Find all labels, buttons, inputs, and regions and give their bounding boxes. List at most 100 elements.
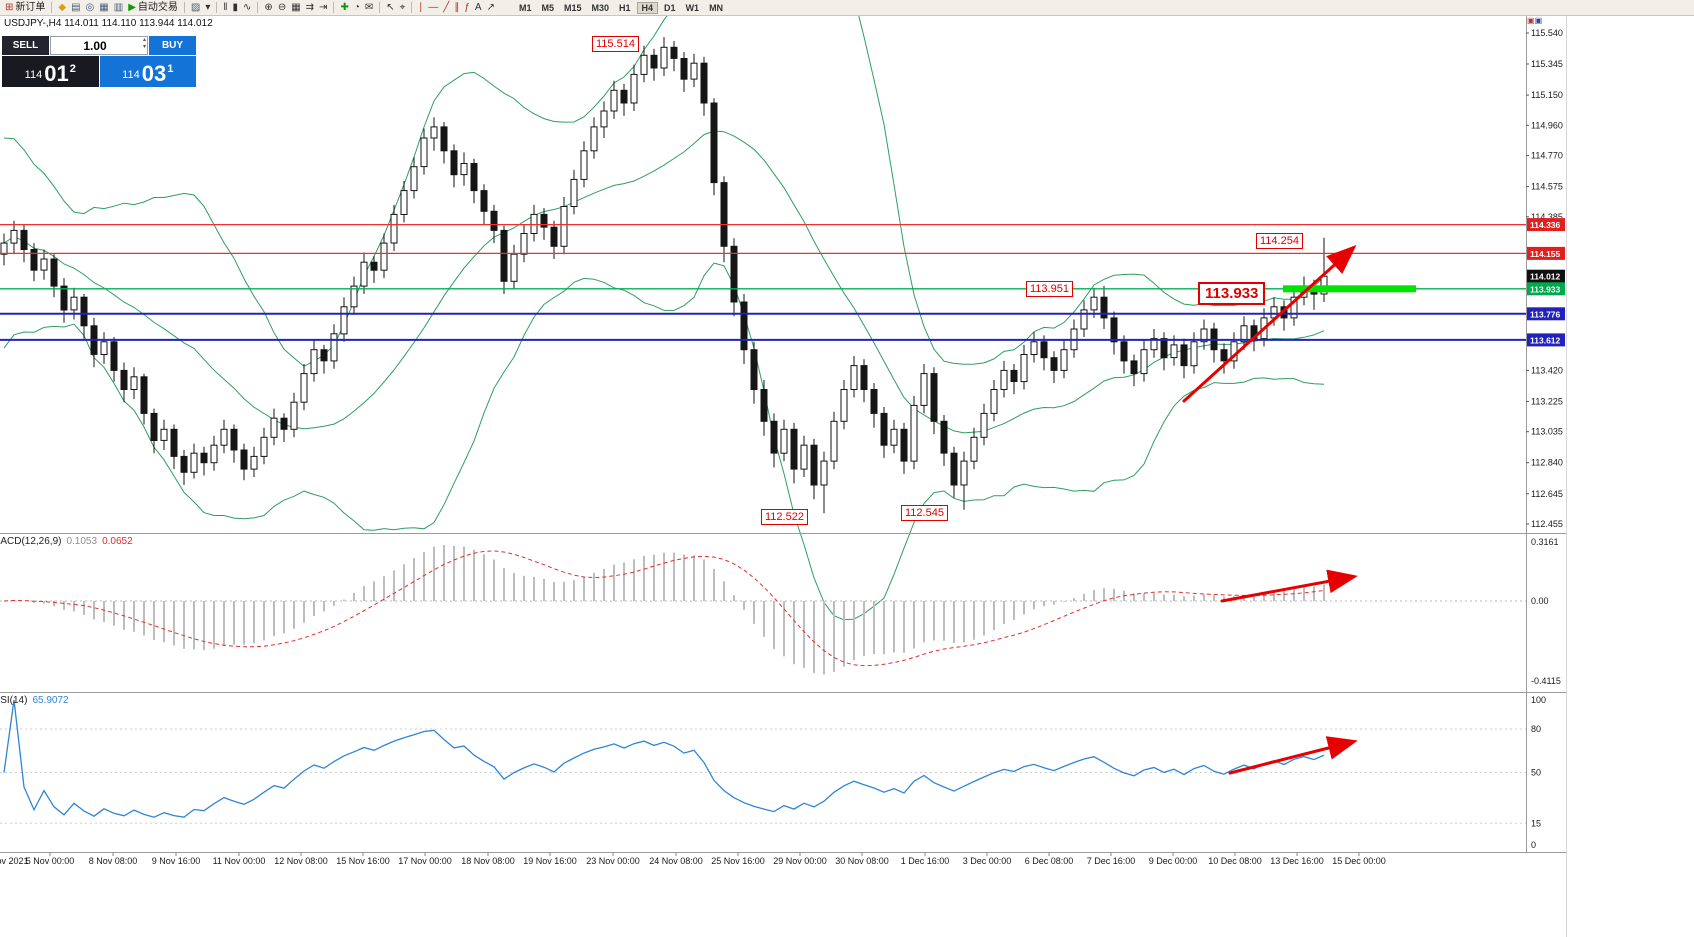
chart-shift-icon: ⇥ [319,1,328,13]
trend-arrows[interactable] [1182,244,1358,775]
axis-marker-114.012 [1527,269,1565,283]
horizontal-line-tool-button[interactable]: ― [426,1,440,15]
crosshair-tool-button[interactable]: ⌖ [398,1,408,15]
trend-arrow-3[interactable] [1228,736,1358,775]
price-label-low2[interactable]: 112.545 [901,505,948,521]
rsi-value: 65.9072 [32,695,69,706]
new-chart-button[interactable]: ▨ [189,1,202,15]
price-label-resistance[interactable]: 113.951 [1026,281,1073,297]
svg-text:13 Dec 16:00: 13 Dec 16:00 [1270,856,1324,866]
window-restore-icon[interactable]: ▣ [1527,16,1535,25]
chart-window-controls[interactable]: ▣▣ [1527,16,1542,25]
autotrading-button[interactable]: ▶ 自动交易 [126,1,180,15]
sell-price-button[interactable]: 114 01 2 [2,56,99,87]
svg-text:1 Dec 16:00: 1 Dec 16:00 [901,856,950,866]
chart-shift-button[interactable]: ⇥ [317,1,329,15]
svg-text:113.933: 113.933 [1530,284,1561,294]
tile-windows-icon: ▦ [291,1,301,13]
trend-arrow-2[interactable] [1220,569,1358,603]
volume-arrows[interactable]: ▴ ▾ [143,37,146,51]
timeframe-d1[interactable]: D1 [664,2,676,13]
macd-panel: 0.3161 0.00 -0.4115 [0,537,1561,686]
trendline-tool-button[interactable]: ╱ [441,1,451,15]
toolbar-separator [379,2,381,13]
timeframe-m30[interactable]: M30 [591,2,610,13]
macd-name: MACD(12,26,9) [0,536,62,547]
toolbar-separator [333,2,335,13]
trend-arrow-1[interactable] [1182,244,1357,403]
volume-input[interactable] [51,37,147,54]
buy-button[interactable]: BUY [149,36,196,55]
toolbar-separator [51,2,53,13]
navigator-button[interactable]: ◎ [84,1,97,15]
market-watch-button[interactable]: ◆ [56,1,68,15]
timeframe-m1[interactable]: M1 [518,2,532,13]
candlestick-mode-button[interactable]: ▮ [231,1,241,15]
svg-text:19 Nov 16:00: 19 Nov 16:00 [523,856,577,866]
svg-text:25 Nov 16:00: 25 Nov 16:00 [711,856,765,866]
indicators-button[interactable]: ✚ [338,1,350,15]
svg-text:0: 0 [1531,840,1536,850]
volume-down-icon[interactable]: ▾ [142,44,146,50]
svg-text:50: 50 [1531,768,1541,778]
channel-tool-icon: ∥ [454,1,460,13]
periods-button[interactable]: ◔ [352,1,362,15]
horizontal-level-lines[interactable] [0,223,1526,341]
bar-chart-mode-button[interactable]: ‖ [221,1,229,15]
price-label-target[interactable]: 114.254 [1256,233,1303,249]
window-menu-icon[interactable]: ▣ [1534,16,1543,25]
zoom-in-button[interactable]: ⊕ [262,1,274,15]
price-label-key-level[interactable]: 113.933 [1198,282,1266,305]
vertical-line-tool-button[interactable]: ∣ [416,1,425,15]
text-tool-button[interactable]: A [473,1,484,15]
buy-price-button[interactable]: 114 03 1 [99,56,196,87]
svg-text:17 Nov 00:00: 17 Nov 00:00 [398,856,452,866]
crosshair-tool-icon: ⌖ [399,1,406,13]
timeframe-m15[interactable]: M15 [563,2,582,13]
price-label-low1[interactable]: 112.522 [761,509,808,525]
price-axis[interactable]: 115.540 115.345 115.150 114.960 114.770 114.5… [1526,28,1565,529]
timeframe-m5[interactable]: M5 [541,2,554,13]
macd-label: MACD(12,26,9) 0.1053 0.0652 [0,536,133,547]
bid-pip-digit: 2 [69,63,76,75]
zoom-out-button[interactable]: ⊖ [276,1,288,15]
timeframe-h4[interactable]: H4 [636,1,659,14]
tile-windows-button[interactable]: ▦ [289,1,302,15]
ask-pip-digit: 1 [167,63,174,75]
svg-text:3 Dec 00:00: 3 Dec 00:00 [963,856,1012,866]
timeframe-w1[interactable]: W1 [685,2,700,13]
svg-text:112.455: 112.455 [1531,519,1563,529]
timeframe-mn[interactable]: MN [709,2,724,13]
new-order-button-label: 新订单 [15,1,46,13]
cursor-tool-button[interactable]: ↖ [384,1,396,15]
cursor-tool-icon: ↖ [386,1,395,13]
key-level-highlight[interactable] [1283,285,1416,293]
svg-text:15 Nov 16:00: 15 Nov 16:00 [336,856,390,866]
svg-text:113.612: 113.612 [1530,335,1561,345]
toolbar: ⊞ 新订单 ◆ ▤ ◎ ▦ ▥ ▶ 自动交易 ▨ ▾ ‖ ▮ ∿ ⊕ ⊖ ▦ ⇉ ⇥ ✚ ◔ ✉ ↖ ⌖ ∣ ― ╱ ∥ ƒ A ↗ M1 M5… [0,0,1694,16]
volume-up-icon[interactable]: ▴ [142,37,146,43]
volume-stepper[interactable]: ▴▾ [50,36,148,55]
timeframe-h1[interactable]: H1 [619,2,631,13]
rsi-label: RSI(14) 65.9072 [0,695,69,706]
auto-scroll-button[interactable]: ⇉ [304,1,316,15]
svg-text:9 Dec 00:00: 9 Dec 00:00 [1149,856,1198,866]
profiles-button[interactable]: ▾ [203,1,212,15]
svg-text:7 Dec 16:00: 7 Dec 16:00 [1087,856,1136,866]
price-label-high[interactable]: 115.514 [592,36,639,52]
terminal-button[interactable]: ▦ [97,1,110,15]
templates-button[interactable]: ✉ [363,1,375,15]
arrows-tool-button[interactable]: ↗ [485,1,497,15]
line-chart-mode-button[interactable]: ∿ [241,1,253,15]
strategy-tester-button[interactable]: ▥ [112,1,125,15]
new-order-button[interactable]: ⊞ 新订单 [3,1,47,15]
strategy-tester-icon: ▥ [113,1,124,13]
channel-tool-button[interactable]: ∥ [452,1,461,15]
svg-text:0.3161: 0.3161 [1531,537,1559,547]
fibonacci-tool-button[interactable]: ƒ [462,1,472,15]
sell-button[interactable]: SELL [2,36,49,55]
data-window-button[interactable]: ▤ [69,1,82,15]
